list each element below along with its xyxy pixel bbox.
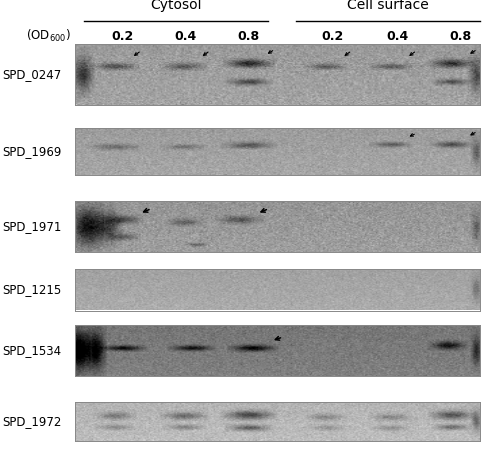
Text: SPD_0247: SPD_0247	[2, 68, 62, 81]
Text: 0.8: 0.8	[449, 30, 471, 43]
Text: 0.4: 0.4	[174, 30, 197, 43]
Text: Cytosol: Cytosol	[150, 0, 201, 12]
Text: SPD_1971: SPD_1971	[2, 220, 62, 233]
Text: SPD_1215: SPD_1215	[2, 283, 62, 296]
Text: SPD_1972: SPD_1972	[2, 415, 62, 428]
Text: 0.4: 0.4	[387, 30, 409, 43]
Text: Cell surface: Cell surface	[347, 0, 429, 12]
Text: SPD_1969: SPD_1969	[2, 145, 62, 158]
Text: 0.2: 0.2	[112, 30, 134, 43]
Text: 0.2: 0.2	[321, 30, 344, 43]
Text: (OD$_{600}$): (OD$_{600}$)	[26, 28, 70, 44]
Text: 0.8: 0.8	[237, 30, 259, 43]
Text: SPD_1534: SPD_1534	[2, 344, 62, 357]
